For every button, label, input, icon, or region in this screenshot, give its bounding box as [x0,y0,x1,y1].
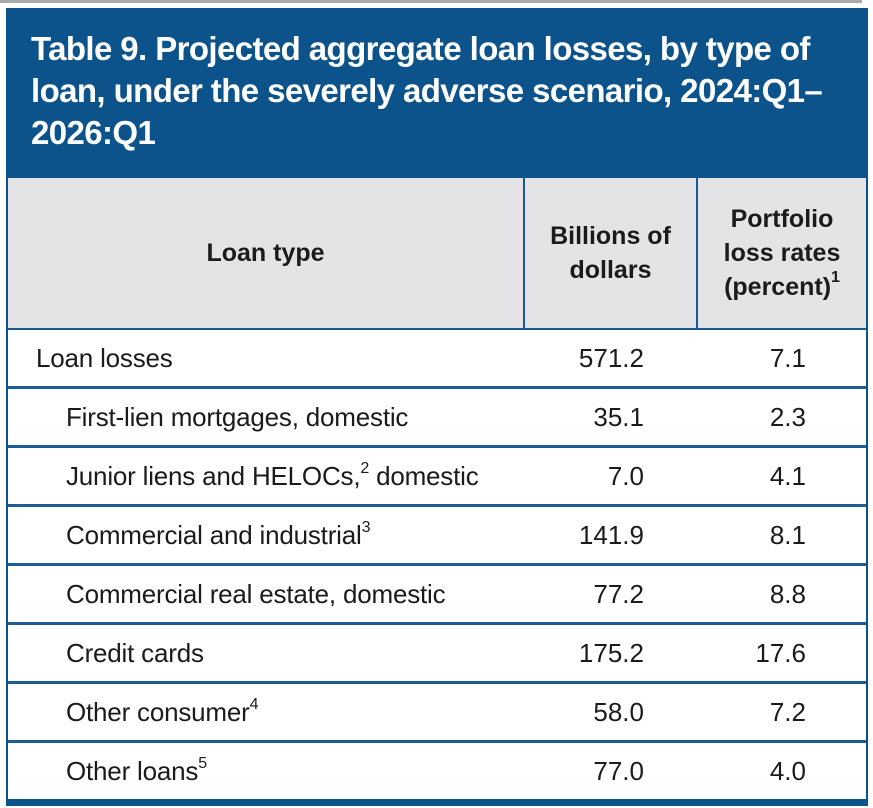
table-9-panel: Table 9. Projected aggregate loan losses… [6,8,868,806]
table-row-first-lien-mortgages: First-lien mortgages, domestic 35.1 2.3 [8,386,866,445]
row-label: Commercial real estate, domestic [66,578,446,609]
table-row-commercial-industrial: Commercial and industrial3 141.9 8.1 [8,504,866,563]
row-label: First-lien mortgages, domestic [66,401,409,432]
table-row-loan-losses: Loan losses 571.2 7.1 [8,330,866,386]
page-top-rule [0,0,862,3]
loss-rate-value: 4.1 [769,460,806,491]
loss-rate-value: 17.6 [755,637,806,668]
row-label: Commercial and industrial3 [66,518,371,550]
loan-losses-table: Loan type Billions of dollars Portfolio … [6,178,868,799]
footnote-marker-4: 4 [249,695,259,713]
loss-rate-value: 7.2 [769,696,806,727]
table-title-banner: Table 9. Projected aggregate loan losses… [6,8,868,178]
loss-rate-value: 2.3 [769,401,806,432]
footnote-marker-3: 3 [361,518,371,536]
row-label: Other loans5 [66,754,207,786]
row-label: Junior liens and HELOCs,2 domestic [66,459,479,491]
loss-rate-value: 4.0 [769,755,806,786]
table-row-commercial-real-estate: Commercial real estate, domestic 77.2 8.… [8,563,866,622]
billions-value: 571.2 [578,342,644,373]
table-header-row: Loan type Billions of dollars Portfolio … [8,178,866,330]
row-label: Loan losses [36,342,173,373]
row-label: Other consumer4 [66,695,259,727]
row-label: Credit cards [66,637,204,668]
billions-value: 175.2 [578,637,644,668]
billions-value: 35.1 [593,401,644,432]
portfolio-header-text: Portfolio loss rates (percent) [723,205,841,301]
table-title: Table 9. Projected aggregate loan losses… [31,30,823,151]
billions-value: 77.0 [593,755,644,786]
table-row-other-consumer: Other consumer4 58.0 7.2 [8,681,866,740]
loss-rate-value: 7.1 [769,342,806,373]
table-row-other-loans: Other loans5 77.0 4.0 [8,740,866,799]
loss-rate-value: 8.8 [769,578,806,609]
footnote-marker-1: 1 [831,268,840,286]
table-bottom-rule [6,799,868,806]
billions-value: 77.2 [593,578,644,609]
table-row-credit-cards: Credit cards 175.2 17.6 [8,622,866,681]
column-header-loan-type: Loan type [8,178,525,328]
billions-value: 7.0 [607,460,644,491]
footnote-marker-2: 2 [360,459,370,477]
footnote-marker-5: 5 [198,754,207,772]
billions-value: 58.0 [593,696,644,727]
loss-rate-value: 8.1 [769,519,806,550]
table-row-junior-liens-helocs: Junior liens and HELOCs,2 domestic 7.0 4… [8,445,866,504]
billions-value: 141.9 [578,519,644,550]
column-header-portfolio-loss-rates: Portfolio loss rates (percent)1 [698,178,866,328]
column-header-billions: Billions of dollars [525,178,698,328]
